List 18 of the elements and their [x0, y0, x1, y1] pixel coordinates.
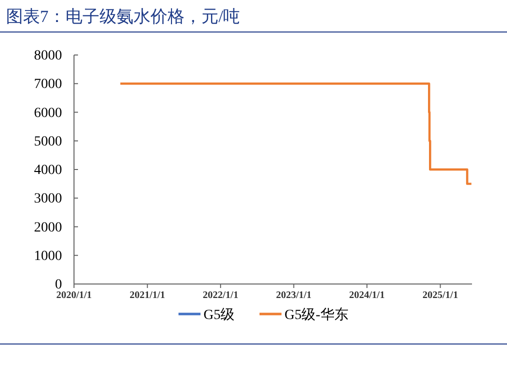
- y-tick-label: 3000: [34, 192, 62, 207]
- y-tick-label: 2000: [34, 220, 62, 236]
- y-tick-label: 5000: [34, 134, 62, 150]
- legend-label: G5级-华东: [284, 307, 348, 323]
- x-tick-label: 2025/1/1: [422, 290, 458, 301]
- y-tick-label: 1000: [34, 248, 62, 264]
- title: 图表7：电子级氨水价格，元/吨: [6, 7, 240, 26]
- x-tick-label: 2020/1/1: [56, 290, 92, 301]
- x-tick-label: 2021/1/1: [130, 290, 166, 301]
- x-tick-label: 2022/1/1: [202, 290, 238, 301]
- y-tick-label: 8000: [34, 48, 62, 64]
- x-tick-label: 2023/1/1: [276, 290, 312, 301]
- y-tick-label: 6000: [34, 106, 62, 121]
- y-tick-label: 7000: [34, 77, 62, 92]
- y-tick-label: 4000: [34, 163, 62, 178]
- y-tick-label: 0: [55, 278, 62, 292]
- legend-label: G5级: [204, 307, 235, 323]
- x-tick-label: 2024/1/1: [349, 290, 385, 301]
